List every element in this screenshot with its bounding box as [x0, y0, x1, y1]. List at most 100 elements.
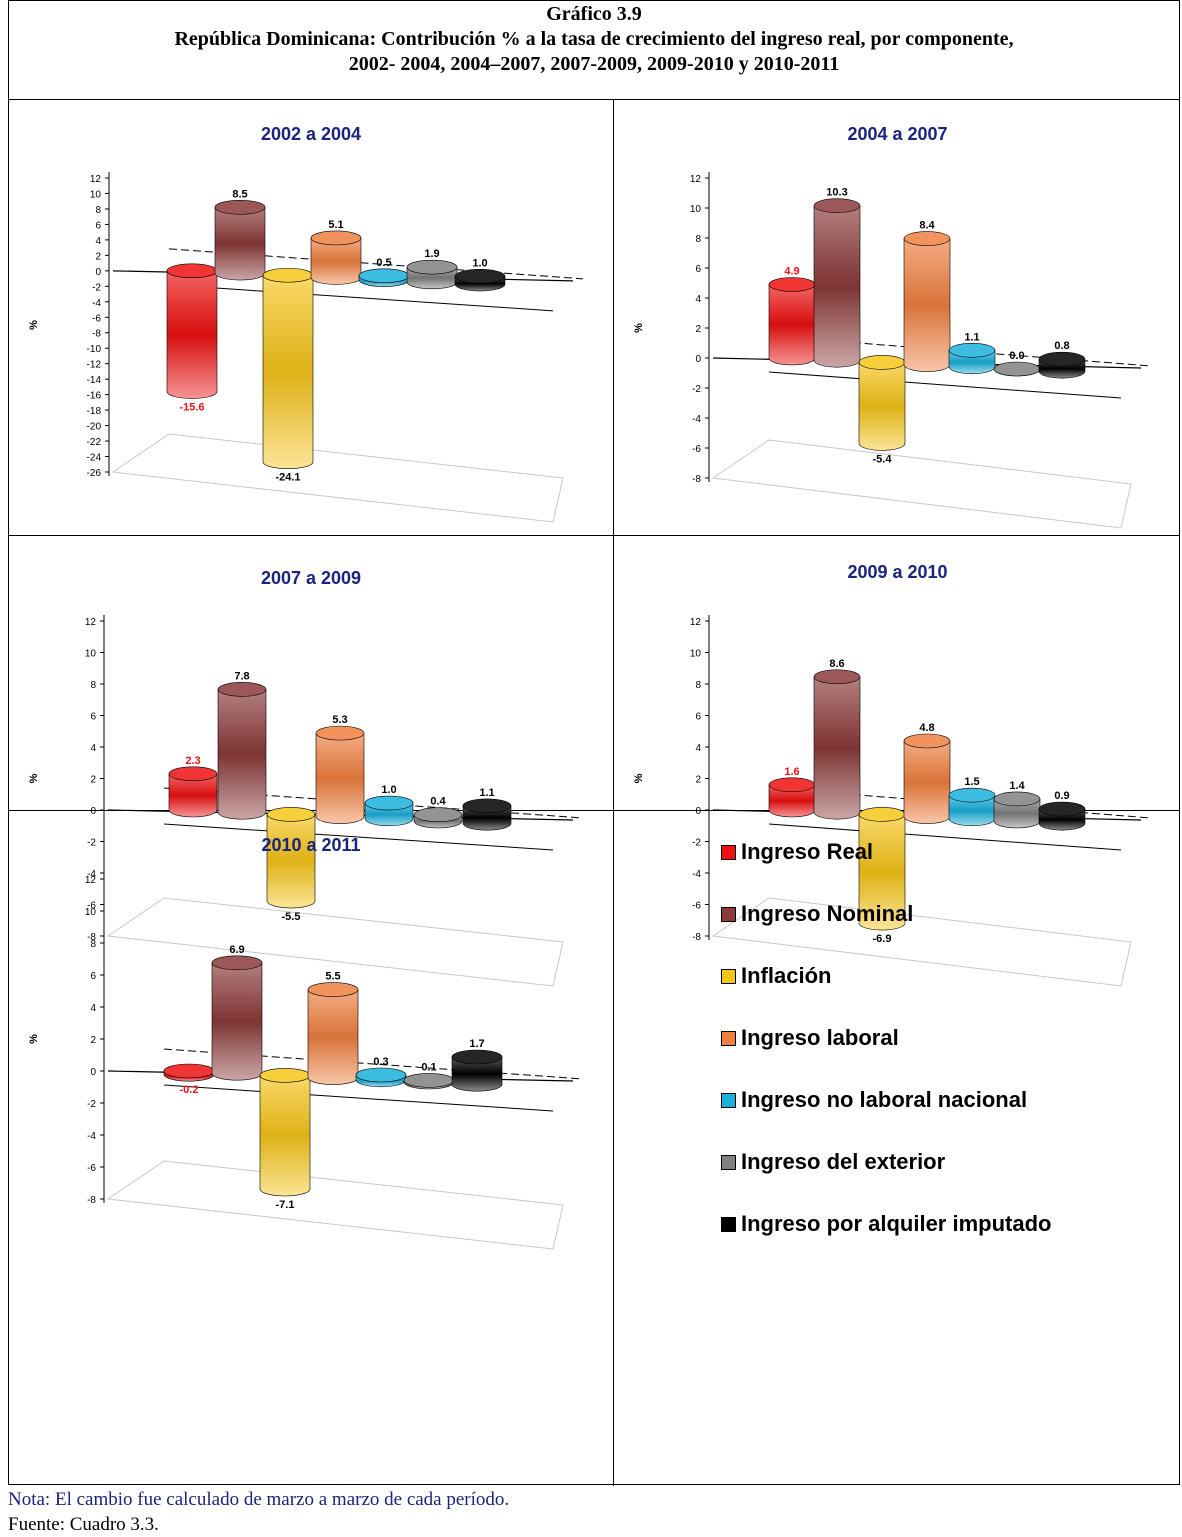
legend-label: Ingreso Real — [741, 839, 874, 864]
y-tick-label: 0 — [695, 806, 701, 817]
bar-ingreso-real — [166, 263, 218, 399]
legend-label: Ingreso laboral — [741, 1025, 899, 1050]
bar-ingreso-nominal — [211, 955, 263, 1081]
bar-data-label: 1.5 — [964, 776, 979, 788]
bar-ingreso-no-laboral-nacional — [948, 343, 996, 375]
legend-swatch — [721, 1216, 736, 1232]
bar-data-label: 1.0 — [381, 784, 396, 796]
y-tick-label: -8 — [92, 329, 101, 340]
bar-data-label: -5.4 — [873, 453, 893, 465]
y-tick-label: 6 — [695, 264, 701, 275]
bar-data-label: -6.9 — [873, 933, 892, 945]
y-tick-label: -2 — [692, 384, 701, 395]
bar-inflaci-n — [262, 267, 314, 469]
bar-inflaci-n — [259, 1068, 311, 1197]
y-axis-label: % — [28, 320, 40, 330]
legend-label: Ingreso del exterior — [741, 1149, 946, 1174]
bar-data-label: 1.4 — [1009, 780, 1025, 792]
y-tick-label: 8 — [695, 234, 701, 245]
bar-ingreso-por-alquiler-imputado — [451, 1049, 503, 1092]
y-tick-label: 2 — [95, 251, 101, 262]
chart-panel-2010-2011: 2010 a 2011% 12 10 8 6 4 2 0 -2 -4 -6 -8 -0.2 6.9 -7.1… — [9, 811, 613, 1486]
bar-data-label: 1.6 — [784, 766, 799, 778]
figure-title: Gráfico 3.9 — [546, 3, 642, 25]
legend-item: Inflación — [721, 963, 831, 989]
bar-ingreso-real — [168, 766, 218, 818]
y-axis-label: % — [28, 1034, 40, 1044]
legend-item: Ingreso Nominal — [721, 901, 913, 927]
y-tick-label: 8 — [95, 205, 101, 216]
y-tick-label: 2 — [695, 775, 701, 786]
chart-floor — [106, 1160, 564, 1250]
legend-swatch — [721, 906, 736, 922]
bar-data-label: 0.0 — [1009, 350, 1024, 362]
y-tick-label: -4 — [87, 1131, 96, 1142]
y-tick-label: 2 — [695, 324, 701, 335]
chart-svg: 2010 a 2011% 12 10 8 6 4 2 0 -2 -4 -6 -8 -0.2 6.9 -7.1… — [28, 835, 584, 1250]
y-tick-label: -16 — [87, 391, 102, 402]
bar-ingreso-del-exterior — [993, 361, 1041, 377]
bar-data-label: 1.9 — [424, 248, 439, 260]
y-tick-label: -2 — [87, 838, 96, 849]
legend-swatch — [721, 844, 736, 860]
bar-data-label: -0.2 — [180, 1084, 199, 1096]
bar-data-label: 1.1 — [479, 787, 494, 799]
y-tick-label: 6 — [90, 712, 96, 723]
figure-frame: Gráfico 3.9 República Dominicana: Contri… — [8, 0, 1181, 1486]
legend-swatch — [721, 1092, 736, 1108]
bar-ingreso-laboral — [310, 230, 362, 285]
bar-data-label: 5.3 — [332, 714, 347, 726]
bar-data-label: 8.6 — [829, 658, 844, 670]
y-tick-label: -8 — [87, 1195, 96, 1206]
y-tick-label: 2 — [90, 1035, 96, 1046]
chart-panel-2009-2010: 2009 a 2010% 12 10 8 6 4 2 0 -2 -4 -6 -8 1.6 8.6 -6.9 4… — [614, 536, 1181, 987]
bar-ingreso-del-exterior — [993, 791, 1041, 829]
chart-svg: 2009 a 2010% 12 10 8 6 4 2 0 -2 -4 -6 -8 1.6 8.6 -6.9 4… — [633, 562, 1152, 987]
legend-item: Ingreso no laboral nacional — [721, 1087, 1027, 1113]
bar-ingreso-laboral — [315, 725, 365, 824]
chart-title: 2010 a 2011 — [261, 835, 360, 855]
chart-title: 2007 a 2009 — [261, 568, 361, 588]
y-tick-label: -20 — [87, 422, 102, 433]
y-axis-label: % — [633, 773, 645, 783]
bar-data-label: 5.5 — [325, 971, 340, 983]
bar-ingreso-nominal — [813, 198, 861, 368]
zero-baseline-back — [168, 248, 584, 280]
y-tick-label: 6 — [695, 712, 701, 723]
legend-label: Ingreso por alquiler imputado — [741, 1211, 1052, 1236]
legend-label: Ingreso Nominal — [741, 901, 914, 926]
chart-floor — [111, 433, 564, 523]
legend-swatch — [721, 1030, 736, 1046]
bar-ingreso-por-alquiler-imputado — [462, 798, 512, 831]
y-tick-label: 8 — [90, 939, 96, 950]
chart-svg: 2004 a 2007% 12 10 8 6 4 2 0 -2 -4 -6 -8 4.9 10.3 -5.4… — [633, 124, 1152, 529]
chart-panel-2002-2004: 2002 a 2004% 12 10 8 6 4 2 0 -2 -4 -6 -8 -10 -12 -14 -1… — [9, 100, 613, 535]
y-tick-label: 0 — [90, 806, 96, 817]
y-tick-label: -8 — [692, 932, 701, 943]
legend-item: Ingreso por alquiler imputado — [721, 1211, 1051, 1237]
legend-label: Inflación — [741, 963, 832, 988]
y-tick-label: -4 — [92, 298, 101, 309]
bar-data-label: 0.8 — [1054, 340, 1069, 352]
source-text: Fuente: Cuadro 3.3. — [8, 1514, 159, 1535]
bar-ingreso-nominal — [217, 682, 267, 820]
y-tick-label: -2 — [87, 1099, 96, 1110]
chart-title: 2004 a 2007 — [847, 124, 947, 144]
y-tick-label: 4 — [90, 1003, 96, 1014]
bar-data-label: 1.7 — [469, 1038, 484, 1050]
bar-inflaci-n — [266, 807, 316, 909]
chart-panel-2004-2007: 2004 a 2007% 12 10 8 6 4 2 0 -2 -4 -6 -8 4.9 10.3 -5.4… — [614, 100, 1181, 535]
y-tick-label: 2 — [90, 775, 96, 786]
y-tick-label: -2 — [92, 282, 101, 293]
chart-title: 2009 a 2010 — [847, 562, 947, 582]
bar-data-label: -24.1 — [275, 472, 300, 484]
bar-data-label: 5.1 — [328, 219, 343, 231]
bar-data-label: 7.8 — [234, 670, 249, 682]
y-tick-label: 4 — [95, 236, 101, 247]
y-tick-label: -18 — [87, 406, 102, 417]
figure-header: Gráfico 3.9 República Dominicana: Contri… — [9, 1, 1179, 100]
bar-data-label: 4.9 — [784, 266, 799, 278]
legend-item: Ingreso del exterior — [721, 1149, 945, 1175]
y-tick-label: -6 — [692, 444, 701, 455]
y-tick-label: 8 — [695, 680, 701, 691]
